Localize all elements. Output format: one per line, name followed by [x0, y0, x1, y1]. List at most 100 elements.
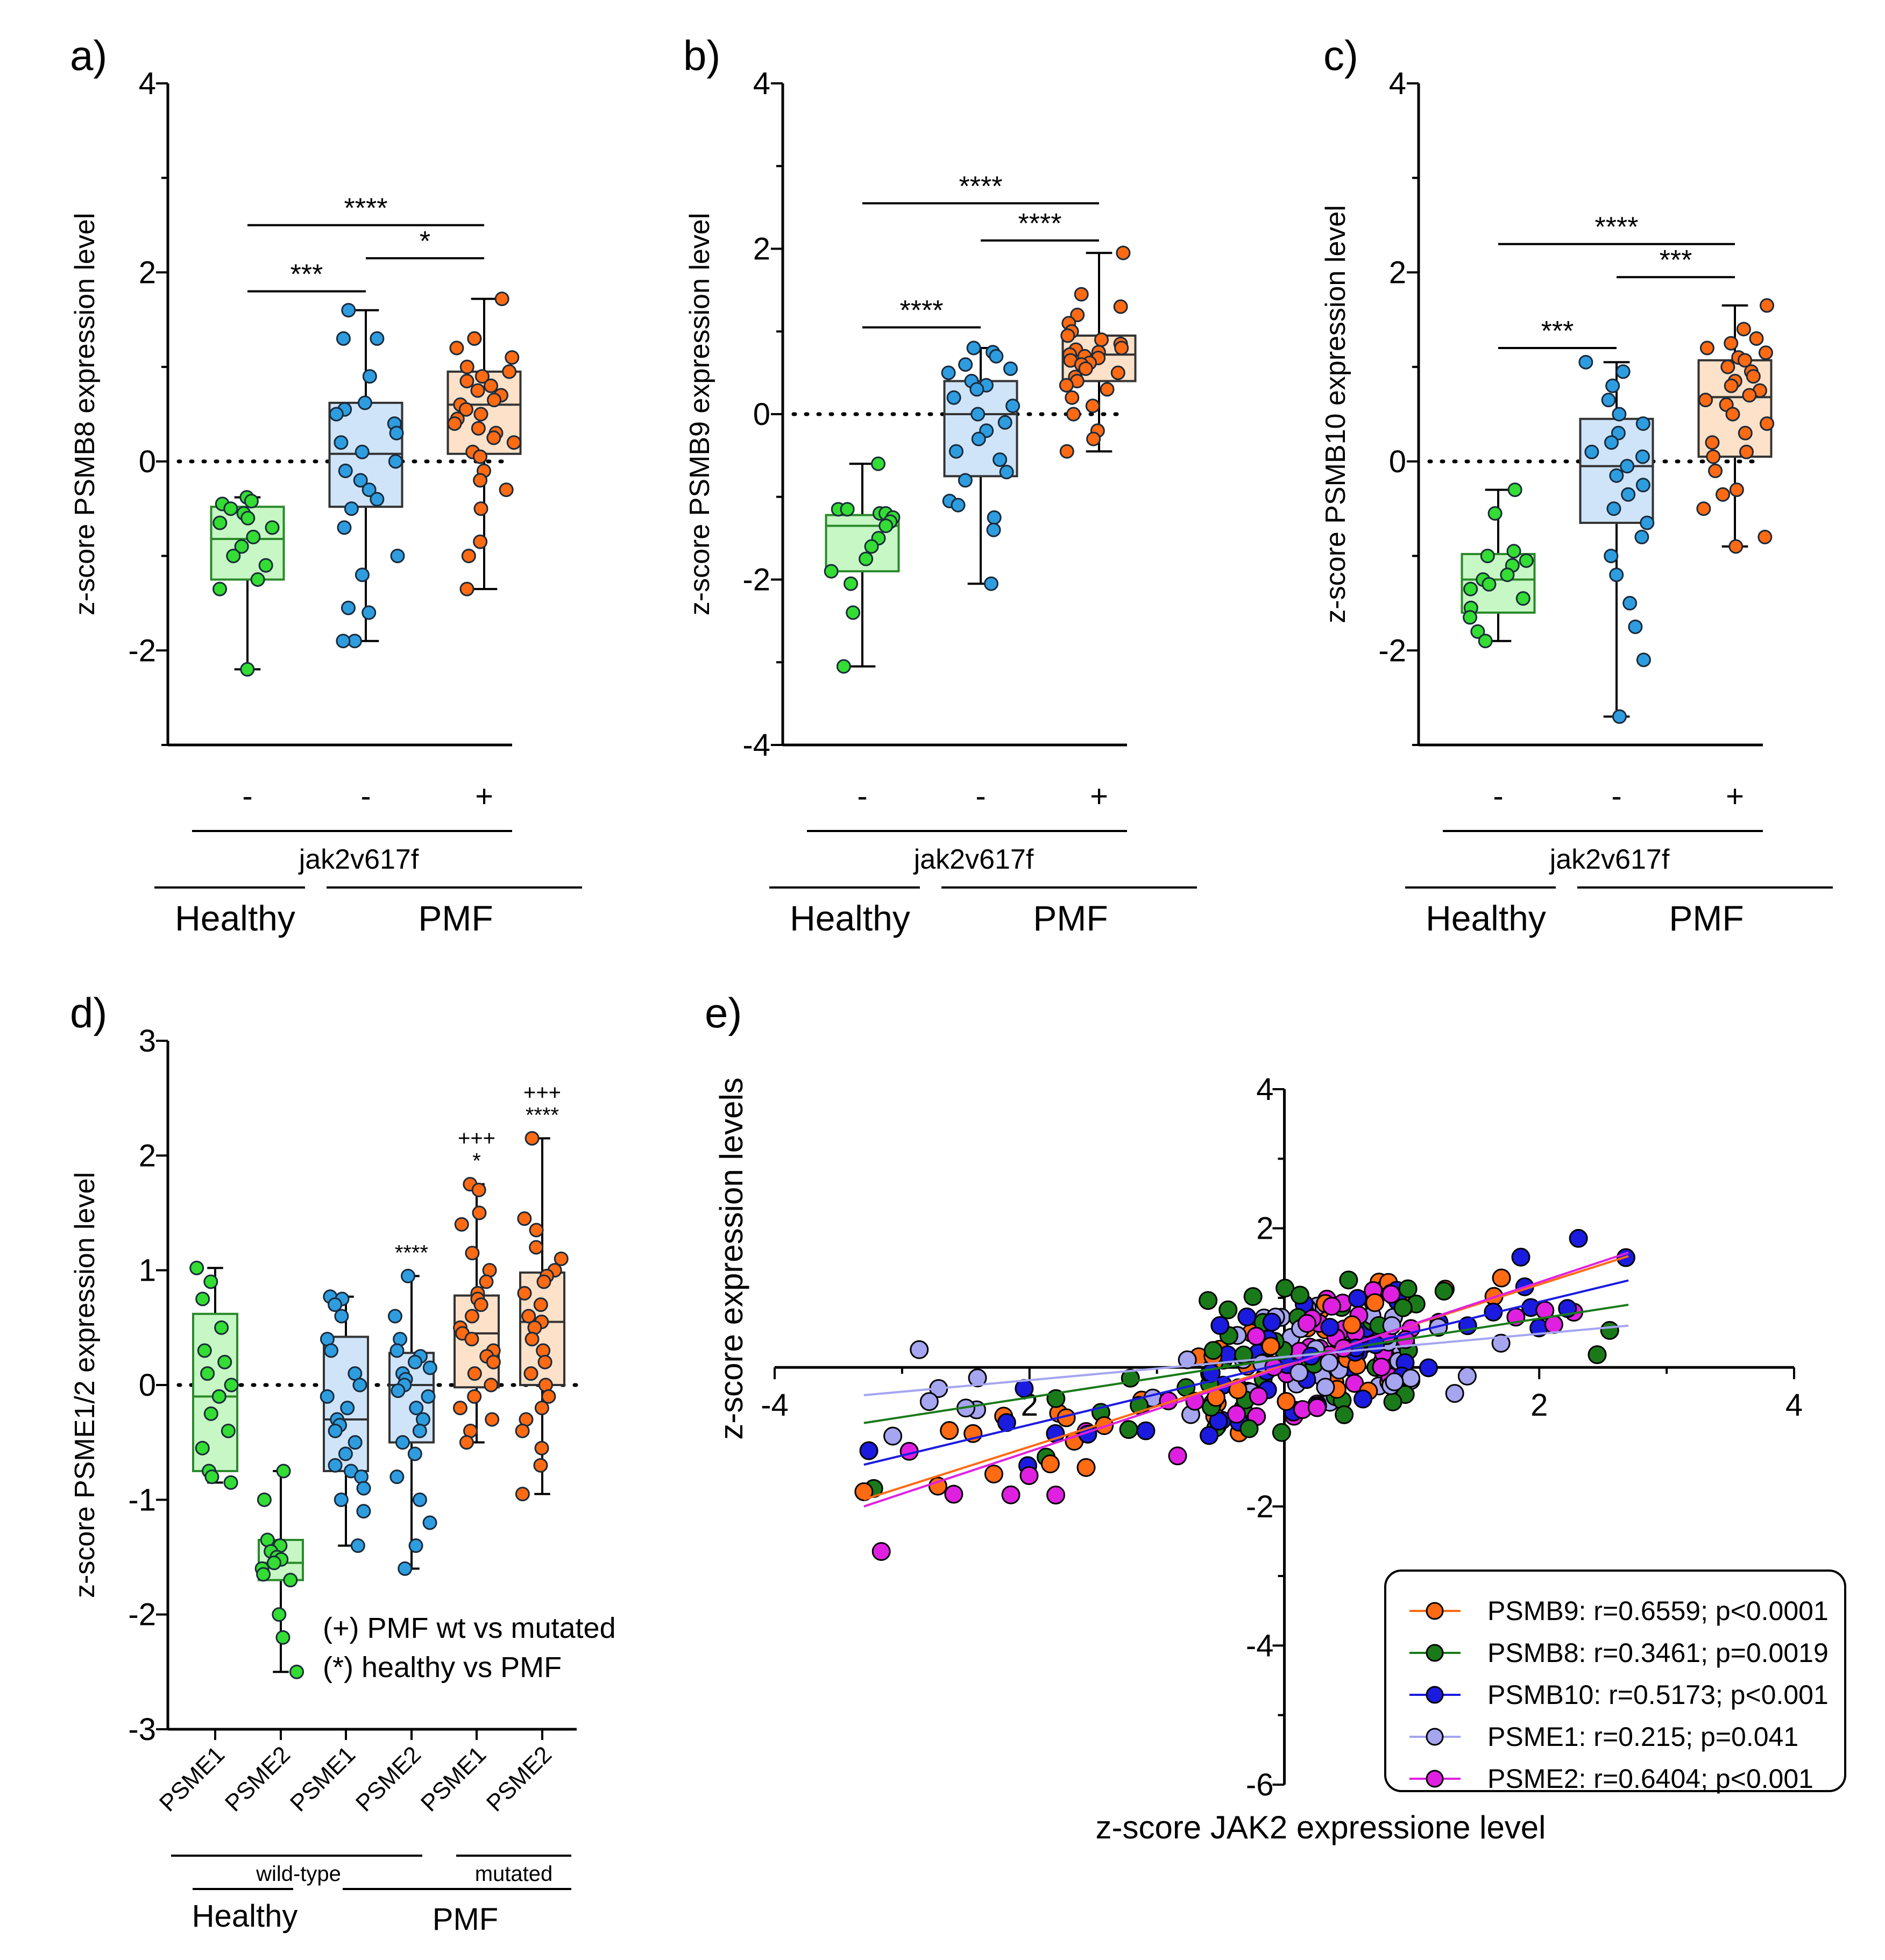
panel-a-box-0-point	[246, 529, 261, 544]
panel-d-box-5-point	[533, 1458, 548, 1473]
panel-a-box-1-point	[329, 407, 344, 422]
panel-a-box-2-point	[459, 581, 474, 596]
panel-c-box-1-point	[1628, 619, 1643, 634]
panel-d-annotation: +++	[523, 1081, 561, 1104]
panel-d-box-1-point	[272, 1607, 287, 1622]
panel-e-point	[1246, 1326, 1266, 1346]
panel-d-category-label: PSME1	[416, 1741, 491, 1816]
panel-d-box-3-point	[407, 1446, 422, 1461]
panel-b-mutation-label: jak2v617f	[913, 844, 1034, 875]
panel-b-box-1-point	[993, 452, 1008, 467]
panel-c-box-1-point	[1635, 416, 1650, 431]
panel-e-point	[859, 1441, 878, 1460]
panel-d-box-5-point	[515, 1487, 530, 1502]
panel-d-box-2-point	[320, 1389, 335, 1404]
panel-b-box-2-point	[1066, 407, 1081, 422]
panel-c-box-2-point	[1696, 501, 1711, 516]
panel-c-box-1-point	[1609, 468, 1624, 483]
panel-d-box-2-point	[356, 1481, 371, 1496]
panel-d-box-2-point	[352, 1377, 367, 1393]
panel-d-box-4-point	[459, 1435, 474, 1450]
panel-e-point	[1365, 1293, 1385, 1312]
panel-d-box-5-point	[523, 1366, 538, 1381]
panel-a-pmf-label: PMF	[418, 898, 493, 938]
panel-e-point	[1249, 1387, 1268, 1406]
panel-c-box-1-point	[1604, 435, 1619, 450]
panel-b-box-2-point	[1059, 444, 1074, 459]
panel-e-point	[1434, 1281, 1454, 1301]
panel-d-box-0-point	[189, 1260, 204, 1275]
panel-c-box-1-point	[1621, 487, 1636, 502]
panel-c-box-2-point	[1728, 539, 1744, 554]
panel-d-box-3-point	[389, 1469, 405, 1485]
panel-d-box-2-point	[354, 1469, 369, 1485]
panel-e-point	[1001, 1485, 1021, 1504]
panel-e-point	[1511, 1247, 1530, 1267]
panel-c-box-1-point	[1635, 449, 1650, 464]
panel-a-box-2-point	[502, 364, 517, 379]
panel-e-legend-marker	[1426, 1602, 1444, 1620]
panel-b-sig-label: ****	[900, 295, 944, 326]
panel-d-box-4-point	[452, 1401, 467, 1416]
panel-c-box-1-point	[1584, 444, 1599, 459]
panel-b-box-0-point	[878, 519, 894, 534]
panel-d-box-1-point	[257, 1492, 272, 1507]
panel-c-box-2-point	[1729, 482, 1744, 498]
panel-d-box-5-point	[521, 1309, 536, 1324]
panel-c-box-1-point	[1620, 459, 1635, 474]
panel-e-point	[1203, 1341, 1223, 1360]
panel-e-legend-label: PSME2: r=0.6404; p<0.001	[1487, 1764, 1813, 1794]
panel-a-box-1-point	[389, 425, 404, 441]
panel-c-box-0-point	[1470, 624, 1485, 639]
panel-b-box-2-point	[1059, 378, 1074, 393]
panel-d-box-3-point	[398, 1561, 413, 1576]
panel-a-box-2-point	[494, 292, 509, 307]
panel-c-box-1-point	[1606, 501, 1621, 516]
panel-e-y-axis-label: z-score expression levels	[713, 1077, 749, 1440]
panel-e-legend-marker	[1426, 1644, 1444, 1662]
panel-e-point	[910, 1340, 929, 1359]
panel-b-box-2-point	[1060, 328, 1075, 343]
panel-c-box-2	[1696, 298, 1775, 554]
panel-e-point	[1381, 1284, 1401, 1304]
panel-b-sign-0: -	[857, 779, 867, 814]
panel-e-point	[1372, 1358, 1391, 1377]
panel-d-box-0-point	[223, 1475, 238, 1490]
panel-b-box-2-point	[1110, 365, 1125, 380]
panel-a-box-2-point	[461, 549, 476, 564]
panel-e-legend-label: PSMB8: r=0.3461; p=0.0019	[1487, 1638, 1829, 1668]
panel-e-point	[919, 1392, 939, 1411]
panel-d-box-2-point	[340, 1401, 355, 1416]
panel-c-box-2-point	[1708, 463, 1723, 478]
panel-c-box-1-point	[1604, 549, 1619, 564]
panel-e-point	[1535, 1301, 1555, 1320]
panel-b-box-1-point	[997, 415, 1012, 430]
panel-d-box-3-point	[389, 1343, 405, 1358]
panel-d-box-1-point	[256, 1567, 271, 1582]
panel-e-point	[1168, 1446, 1187, 1466]
panel-e-label: e)	[705, 989, 742, 1036]
panel-b-box-1	[941, 340, 1021, 591]
panel-e-point	[1342, 1315, 1362, 1334]
panel-e-point	[1136, 1421, 1156, 1440]
panel-e-point	[1289, 1363, 1309, 1382]
panel-c-box-1-point	[1640, 515, 1655, 530]
panel-a-box-1-point	[390, 549, 405, 564]
panel-c-box-2-point	[1724, 378, 1739, 393]
panel-d-category-label: PSME2	[481, 1741, 557, 1816]
panel-e-point	[1316, 1377, 1335, 1397]
panel-c-box-2-point	[1739, 444, 1754, 459]
panel-b-box-1-point	[951, 498, 966, 513]
panel-d-box-2-point	[356, 1504, 371, 1519]
panel-a-box-0-point	[244, 494, 259, 509]
panel-d-tick-label: 3	[139, 1024, 156, 1059]
panel-b-box-1-point	[969, 382, 984, 397]
panel-c-box-2-point	[1706, 449, 1721, 464]
panel-d-box-5-point	[554, 1251, 569, 1266]
panel-b-pmf-label: PMF	[1033, 898, 1108, 938]
panel-e-fit-line-PSME1	[863, 1324, 1629, 1396]
panel-d-tick-label: -1	[128, 1482, 156, 1517]
panel-a-box-1-point	[370, 492, 385, 507]
panel-c-box-2-point	[1725, 407, 1740, 422]
panel-e-point	[1272, 1423, 1291, 1442]
